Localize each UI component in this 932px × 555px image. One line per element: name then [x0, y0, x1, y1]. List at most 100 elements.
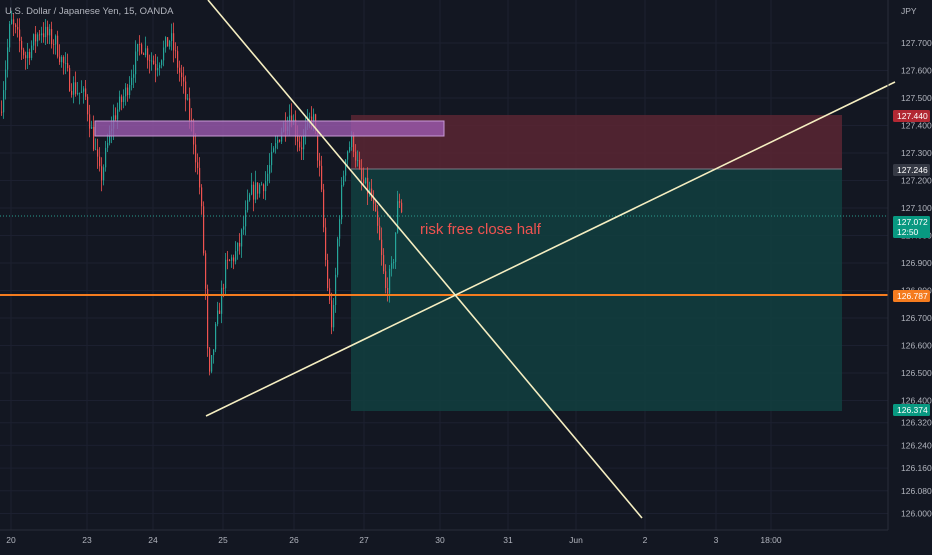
- candle: [17, 18, 19, 38]
- candle: [25, 51, 27, 70]
- candle: [363, 167, 365, 187]
- candle: [35, 25, 37, 53]
- candle: [129, 76, 131, 99]
- candle: [367, 167, 369, 205]
- candle: [11, 10, 13, 25]
- candle: [107, 133, 109, 152]
- price-badge: 126.787: [893, 290, 930, 302]
- price-axis[interactable]: JPY 127.700127.600127.500127.400127.3001…: [887, 0, 932, 530]
- candle: [51, 21, 53, 49]
- svg-text:127.246: 127.246: [897, 165, 928, 175]
- candle: [229, 258, 231, 262]
- candle: [157, 56, 159, 77]
- candle: [133, 64, 135, 88]
- supply-zone[interactable]: [94, 120, 445, 137]
- price-badge: 127.440: [893, 110, 930, 122]
- candle: [253, 181, 255, 212]
- ascending-trendline[interactable]: [205, 81, 896, 417]
- candle: [43, 22, 45, 43]
- y-tick-label: 126.320: [901, 418, 932, 428]
- candle: [33, 33, 35, 51]
- candle: [19, 18, 21, 53]
- candle: [177, 46, 179, 74]
- time-axis[interactable]: 20 23 24 25 26 27 30 31 Jun 2 3 18:00: [0, 529, 888, 545]
- candle: [63, 55, 65, 75]
- candle: [153, 55, 155, 65]
- candle: [59, 44, 61, 65]
- candle: [161, 59, 163, 69]
- candle: [125, 83, 127, 106]
- candle: [159, 62, 161, 76]
- candle: [147, 45, 149, 69]
- x-tick-label: 18:00: [760, 535, 782, 545]
- candle: [151, 52, 153, 71]
- candle: [219, 302, 221, 315]
- candle: [391, 256, 393, 277]
- y-tick-label: 127.100: [901, 203, 932, 213]
- candle: [163, 40, 165, 67]
- y-tick-label: 127.300: [901, 148, 932, 158]
- candle: [357, 150, 359, 167]
- price-badge: 126.374: [893, 404, 930, 416]
- candle: [355, 144, 357, 168]
- candle: [73, 76, 75, 104]
- candle: [385, 264, 387, 294]
- candle: [101, 157, 103, 192]
- candle: [87, 94, 89, 122]
- y-tick-label: 126.900: [901, 258, 932, 268]
- descending-trendline[interactable]: [207, 0, 643, 519]
- candle: [79, 92, 81, 105]
- candle: [75, 71, 77, 97]
- candle: [349, 141, 351, 153]
- candle: [249, 192, 251, 202]
- y-tick-label: 127.700: [901, 38, 932, 48]
- candle: [93, 115, 95, 152]
- candle: [123, 89, 125, 109]
- symbol-title: U.S. Dollar / Japanese Yen, 15, OANDA: [5, 6, 174, 17]
- candle: [279, 139, 281, 143]
- y-tick-label: 126.500: [901, 368, 932, 378]
- svg-text:127.072: 127.072: [897, 217, 928, 227]
- y-tick-label: 126.160: [901, 463, 932, 473]
- candle: [259, 183, 261, 198]
- candle: [201, 184, 203, 215]
- currency-label: JPY: [901, 6, 917, 16]
- candle: [271, 143, 273, 173]
- x-tick-label: 24: [148, 535, 158, 545]
- candle: [1, 100, 3, 116]
- candle: [325, 218, 327, 267]
- candle: [7, 38, 9, 78]
- candle: [245, 200, 247, 236]
- candle: [347, 150, 349, 168]
- y-tick-label: 126.240: [901, 440, 932, 450]
- candle: [115, 107, 117, 122]
- candle: [119, 90, 121, 112]
- candle: [333, 297, 335, 332]
- x-tick-label: Jun: [569, 535, 583, 545]
- candle: [359, 151, 361, 170]
- candle: [361, 159, 363, 191]
- candle: [395, 232, 397, 269]
- candle: [187, 94, 189, 101]
- candle: [29, 48, 31, 65]
- candle: [131, 69, 133, 91]
- candle: [121, 94, 123, 111]
- candle: [71, 83, 73, 98]
- candle: [343, 170, 345, 187]
- candle: [255, 170, 257, 204]
- candle: [195, 133, 197, 173]
- candle: [53, 39, 55, 55]
- candle: [143, 52, 145, 56]
- candle: [55, 34, 57, 55]
- candle: [61, 55, 63, 68]
- y-tick-label: 126.000: [901, 509, 932, 519]
- candle: [277, 135, 279, 150]
- candle: [15, 23, 17, 34]
- candle: [383, 248, 385, 275]
- candle: [97, 138, 99, 169]
- candle: [127, 83, 129, 102]
- annotation-label[interactable]: risk free close half: [420, 221, 542, 238]
- candle: [173, 22, 175, 63]
